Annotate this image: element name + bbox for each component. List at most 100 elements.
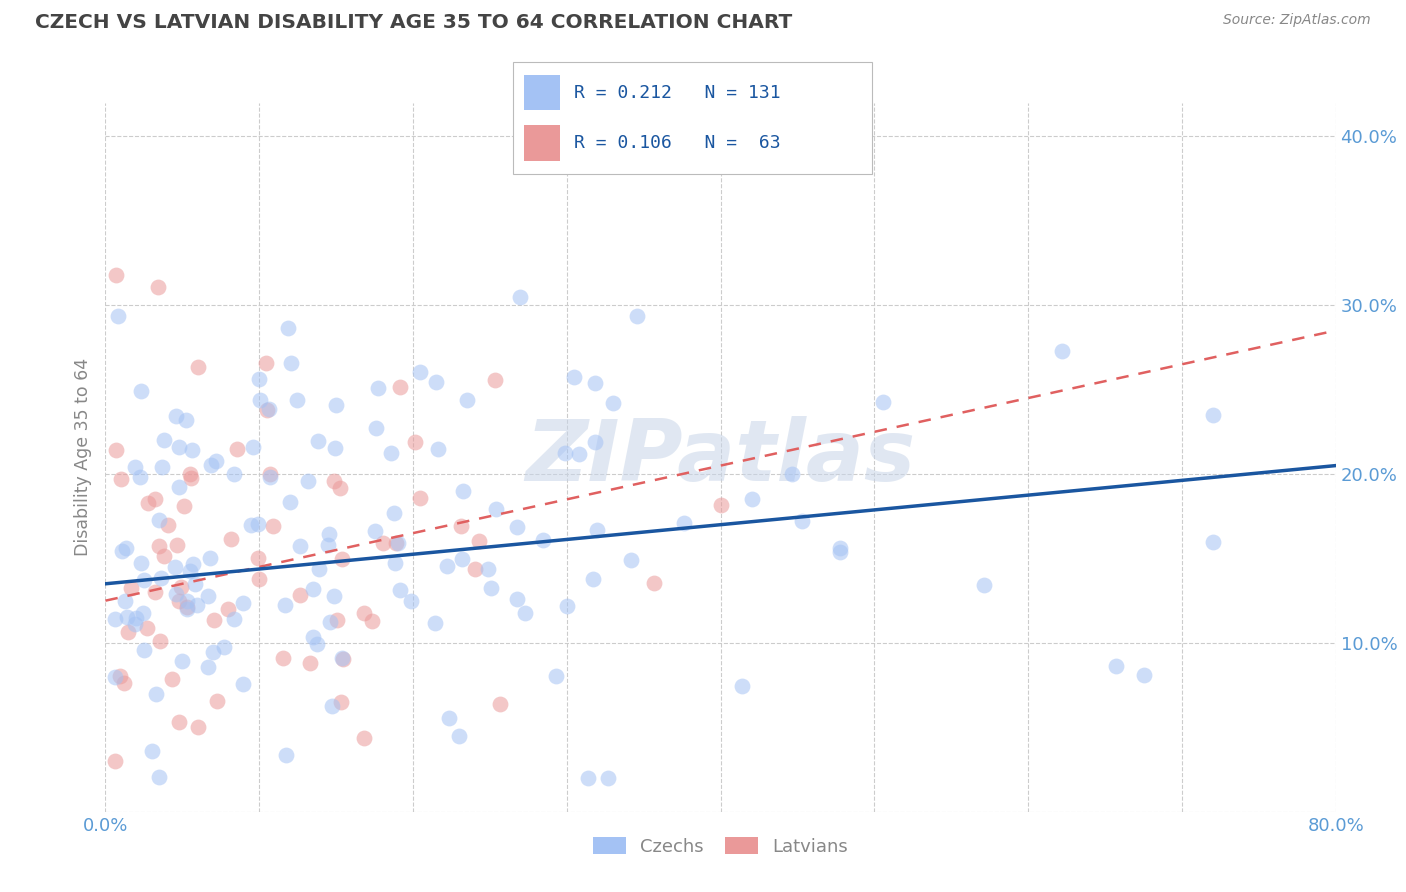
Bar: [524, 125, 560, 161]
Point: [167, 714, 190, 729]
Text: R = 0.212   N = 131: R = 0.212 N = 131: [574, 84, 780, 102]
Point: [1050, 343, 1073, 358]
Point: [111, 544, 134, 558]
Point: [388, 380, 411, 394]
Point: [136, 621, 159, 635]
Point: [163, 559, 186, 574]
Point: [197, 589, 219, 603]
Point: [173, 499, 195, 513]
Point: [373, 536, 395, 550]
Point: [148, 770, 170, 784]
Point: [576, 771, 599, 785]
Point: [602, 396, 624, 410]
Point: [114, 594, 136, 608]
Point: [780, 467, 803, 481]
Point: [179, 467, 201, 482]
Point: [555, 599, 578, 613]
Point: [160, 672, 183, 686]
Legend: Czechs, Latvians: Czechs, Latvians: [586, 830, 855, 863]
Point: [872, 394, 894, 409]
Point: [167, 479, 190, 493]
Point: [187, 720, 209, 734]
Point: [226, 442, 249, 456]
Point: [186, 598, 208, 612]
Point: [288, 588, 311, 602]
Point: [453, 484, 475, 499]
Point: [200, 458, 222, 472]
Point: [187, 360, 209, 375]
Point: [285, 392, 308, 407]
Point: [323, 474, 346, 488]
Point: [513, 606, 536, 620]
Point: [197, 660, 219, 674]
Point: [217, 601, 239, 615]
Point: [389, 582, 412, 597]
Point: [104, 612, 127, 626]
Point: [329, 481, 352, 495]
Point: [259, 467, 281, 481]
Point: [232, 596, 254, 610]
Point: [456, 392, 478, 407]
Point: [319, 615, 342, 629]
Point: [364, 420, 387, 434]
Point: [307, 434, 329, 448]
Point: [326, 614, 349, 628]
Point: [145, 687, 167, 701]
Point: [332, 652, 354, 666]
Point: [1132, 668, 1154, 682]
Point: [316, 538, 339, 552]
Point: [124, 460, 146, 475]
Point: [489, 698, 512, 712]
Point: [450, 519, 472, 533]
Point: [115, 610, 138, 624]
Point: [367, 381, 389, 395]
Point: [477, 561, 499, 575]
Point: [531, 533, 554, 547]
Point: [202, 613, 225, 627]
Point: [583, 434, 606, 449]
Point: [176, 601, 198, 615]
Point: [1201, 535, 1223, 549]
Point: [387, 536, 409, 550]
Point: [165, 587, 187, 601]
Point: [174, 413, 197, 427]
Point: [583, 376, 606, 390]
Point: [183, 576, 205, 591]
Point: [274, 748, 297, 763]
Point: [105, 268, 128, 283]
Point: [307, 637, 329, 651]
Point: [790, 515, 813, 529]
Y-axis label: Disability Age 35 to 64: Disability Age 35 to 64: [73, 358, 91, 557]
Point: [120, 581, 142, 595]
Point: [141, 744, 163, 758]
Point: [149, 634, 172, 648]
Point: [165, 409, 187, 423]
Point: [103, 754, 125, 768]
Point: [146, 280, 169, 294]
Point: [143, 584, 166, 599]
Point: [353, 731, 375, 746]
Point: [170, 654, 193, 668]
Point: [586, 523, 609, 537]
Point: [318, 527, 340, 541]
Point: [240, 518, 263, 533]
Point: [427, 442, 450, 457]
Point: [117, 624, 139, 639]
Point: [325, 398, 347, 412]
Point: [467, 534, 489, 549]
Point: [242, 440, 264, 454]
Point: [148, 540, 170, 554]
Point: [364, 524, 387, 538]
Point: [425, 375, 447, 389]
Point: [132, 643, 155, 657]
Point: [115, 541, 138, 556]
Point: [479, 581, 502, 595]
Point: [382, 506, 405, 520]
Point: [105, 442, 128, 457]
Point: [167, 440, 190, 454]
Point: [212, 640, 235, 654]
Point: [110, 472, 132, 486]
Point: [257, 402, 280, 417]
Text: CZECH VS LATVIAN DISABILITY AGE 35 TO 64 CORRELATION CHART: CZECH VS LATVIAN DISABILITY AGE 35 TO 64…: [35, 13, 793, 32]
Point: [1201, 408, 1223, 422]
